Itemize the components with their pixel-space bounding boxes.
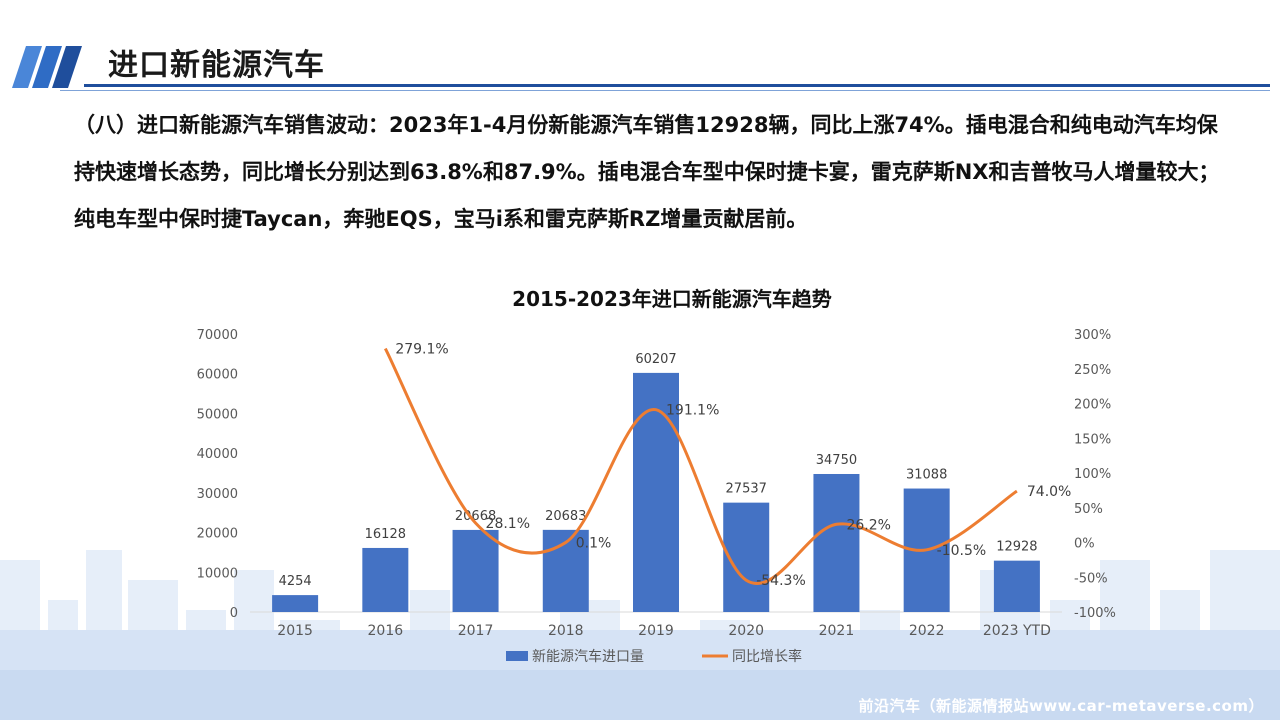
growth-rate-label: 26.2% (846, 517, 890, 533)
skyline-background (0, 550, 1280, 720)
import-volume-label: 4254 (279, 574, 312, 589)
x-axis-tick-label: 2015 (277, 623, 313, 639)
import-volume-bar (633, 372, 679, 612)
x-axis-tick-label: 2020 (728, 623, 764, 639)
import-volume-label: 60207 (635, 352, 676, 367)
left-axis-tick-label: 40000 (197, 447, 238, 462)
growth-rate-label: -10.5% (937, 543, 987, 559)
legend-bar-label: 新能源汽车进口量 (532, 648, 644, 665)
left-axis-tick-label: 60000 (197, 368, 238, 383)
import-volume-bar (362, 547, 409, 612)
header-divider (84, 84, 1270, 87)
import-volume-bar (452, 529, 499, 612)
x-axis-tick-label: 2021 (819, 623, 855, 639)
chart-title: 2015-2023年进口新能源汽车趋势 (512, 287, 832, 311)
import-volume-label: 20683 (545, 509, 586, 524)
left-axis-tick-label: 10000 (197, 566, 238, 581)
growth-rate-label: 279.1% (395, 342, 448, 358)
x-axis-tick-label: 2016 (368, 623, 404, 639)
import-volume-label: 27537 (726, 482, 767, 497)
import-nev-chart: 2015-2023年进口新能源汽车趋势 0 10000 20000 30000 4000… (197, 287, 1116, 665)
import-volume-label: 12928 (996, 540, 1037, 555)
x-axis-tick-label: 2018 (548, 623, 584, 639)
left-axis-tick-label: 50000 (197, 407, 238, 422)
import-volume-bar (813, 473, 860, 612)
import-volume-bar (272, 595, 319, 612)
x-axis-tick-label: 2017 (458, 623, 494, 639)
growth-rate-label: 191.1% (666, 403, 719, 419)
import-volume-label: 16128 (365, 527, 406, 542)
left-axis-tick-label: 70000 (197, 328, 238, 343)
x-axis-tick-label: 2019 (638, 623, 674, 639)
right-axis-tick-label: -50% (1074, 571, 1108, 586)
page-title: 进口新能源汽车 (108, 48, 325, 83)
import-volume-bar (993, 560, 1040, 612)
left-axis-tick-label: 20000 (197, 527, 238, 542)
left-axis-tick-label: 0 (230, 606, 238, 621)
header-stripes-icon (12, 46, 82, 88)
right-axis-tick-label: 300% (1074, 328, 1111, 343)
right-axis-tick-label: 250% (1074, 363, 1111, 378)
growth-rate-line (384, 347, 1018, 585)
growth-rate-label: 28.1% (486, 516, 530, 532)
left-axis-tick-label: 30000 (197, 487, 238, 502)
import-volume-label: 20668 (455, 509, 496, 524)
growth-rate-label: -54.3% (756, 573, 806, 589)
legend-bar-swatch (506, 651, 528, 661)
right-axis-tick-label: 100% (1074, 467, 1111, 482)
import-volume-label: 31088 (906, 468, 947, 483)
watermark: 前沿汽车（新能源情报站www.car-metaverse.com） (858, 697, 1264, 715)
right-axis-tick-label: 150% (1074, 432, 1111, 447)
growth-rate-label: 0.1% (576, 535, 612, 551)
right-axis-tick-label: 200% (1074, 398, 1111, 413)
growth-rate-label: 74.0% (1027, 484, 1071, 500)
import-volume-bar (723, 502, 770, 612)
import-volume-label: 34750 (816, 453, 857, 468)
summary-paragraph: （八）进口新能源汽车销售波动：2023年1-4月份新能源汽车销售12928辆，同… (74, 113, 1220, 231)
right-axis-tick-label: 50% (1074, 502, 1103, 517)
header-divider-thin (60, 90, 1270, 91)
right-axis-tick-label: 0% (1074, 537, 1095, 552)
right-axis-tick-label: -100% (1074, 606, 1116, 621)
x-axis-tick-label: 2023 YTD (983, 623, 1051, 639)
x-axis-tick-label: 2022 (909, 623, 945, 639)
legend-line-label: 同比增长率 (732, 648, 802, 665)
